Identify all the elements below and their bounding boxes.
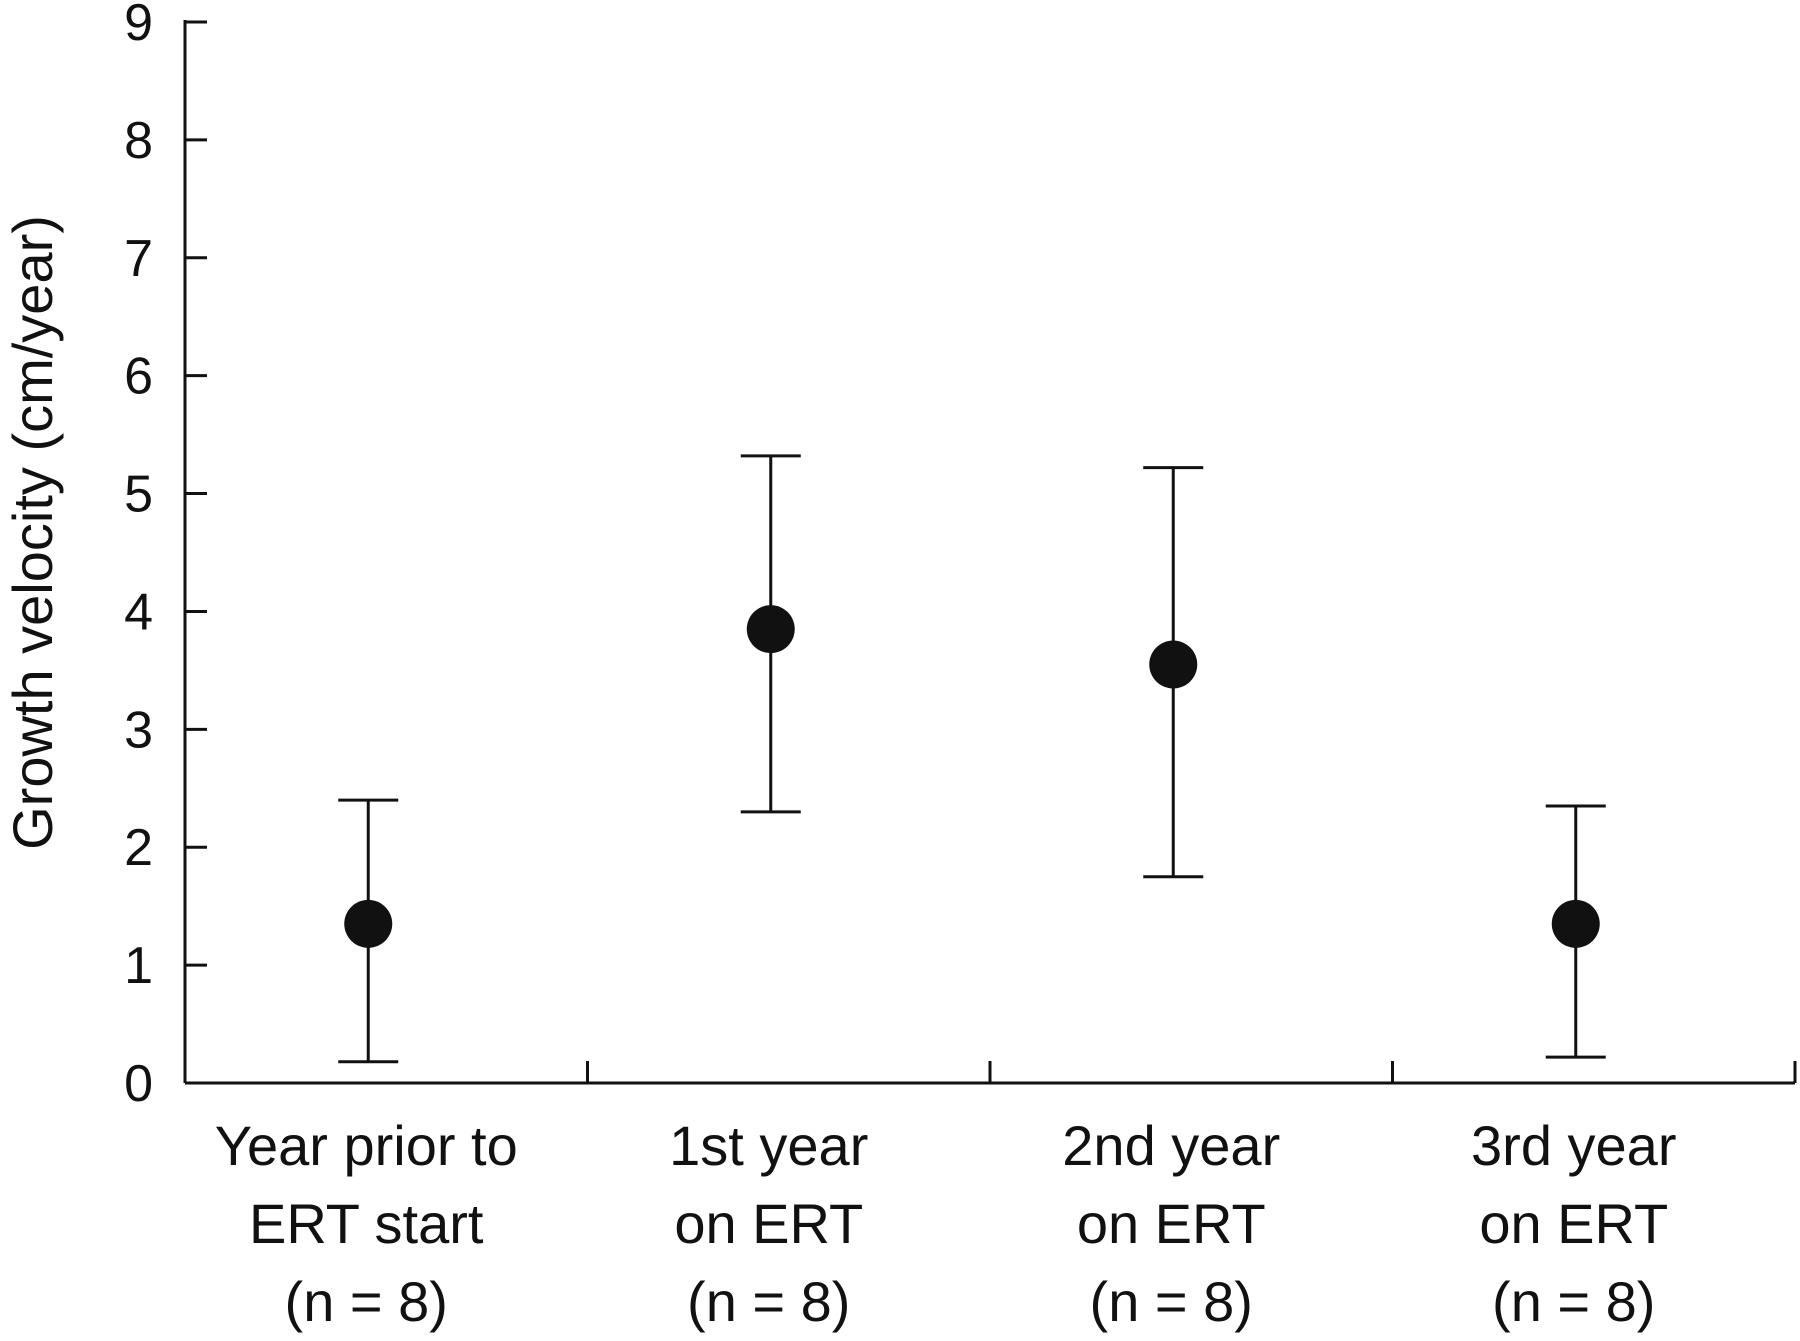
x-category-label: Year prior to ERT start (n = 8) xyxy=(215,1114,518,1333)
data-point xyxy=(1551,899,1600,948)
data-point xyxy=(1149,640,1198,689)
y-axis-title: Growth velocity (cm/year) xyxy=(1,215,64,850)
chart-labels: 0 1 2 3 4 5 6 7 8 9 Year prior to ERT start (n = 8) 1… xyxy=(1,0,1676,1333)
y-tick-label: 1 xyxy=(124,937,153,995)
axes xyxy=(183,20,1797,1085)
y-tick-label: 7 xyxy=(124,230,153,288)
data-point xyxy=(344,899,393,948)
x-category-label: 2nd year on ERT (n = 8) xyxy=(1062,1114,1280,1333)
y-tick-label: 3 xyxy=(124,701,153,759)
data-point xyxy=(746,605,795,654)
y-tick-label: 0 xyxy=(124,1055,153,1113)
x-category-label: 3rd year on ERT (n = 8) xyxy=(1471,1114,1676,1333)
y-tick-label: 6 xyxy=(124,348,153,406)
y-tick-label: 9 xyxy=(124,0,153,52)
x-category-label: 1st year on ERT (n = 8) xyxy=(669,1114,868,1333)
y-tick-label: 5 xyxy=(124,466,153,524)
y-tick-label: 8 xyxy=(124,112,153,170)
y-tick-label: 4 xyxy=(124,583,153,641)
chart-marks xyxy=(338,454,1606,1064)
y-tick-label: 2 xyxy=(124,819,153,877)
